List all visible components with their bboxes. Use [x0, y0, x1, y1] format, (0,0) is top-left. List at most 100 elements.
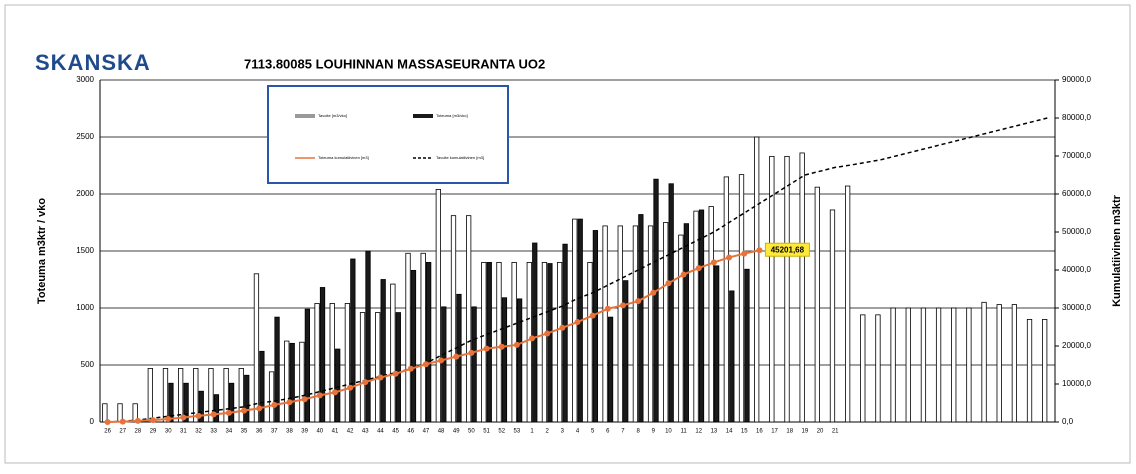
- bar: [996, 304, 1002, 423]
- bar: [228, 382, 235, 423]
- frame: [4, 4, 1131, 464]
- x-tick-label: 13: [711, 429, 718, 435]
- line-marker: [680, 271, 687, 278]
- line-marker: [180, 414, 187, 421]
- line-marker: [119, 418, 126, 425]
- y-tick-label: 1500: [76, 246, 94, 255]
- bar: [299, 341, 305, 423]
- bar: [259, 350, 265, 423]
- bar: [860, 314, 866, 423]
- line-marker: [483, 345, 490, 352]
- bar: [668, 183, 674, 423]
- y2-tick-label: 30000,0: [1062, 303, 1091, 312]
- line-marker: [438, 357, 445, 364]
- line-marker: [104, 419, 111, 425]
- line-marker: [468, 349, 475, 356]
- bar: [410, 269, 417, 423]
- bar: [845, 185, 851, 423]
- x-tick-label: 32: [195, 429, 202, 435]
- bar: [556, 261, 563, 423]
- bar: [602, 225, 608, 423]
- bar: [335, 348, 341, 423]
- y2-tick-label: 0,0: [1062, 417, 1074, 426]
- data-label-box: [764, 242, 810, 257]
- target-cumulative-line: [107, 117, 1048, 423]
- bar: [253, 273, 260, 423]
- x-tick-label: 12: [695, 429, 702, 435]
- line-marker: [195, 412, 202, 419]
- bar: [274, 316, 280, 423]
- bar: [244, 374, 250, 423]
- bar: [1011, 304, 1018, 423]
- y2-tick-label: 50000,0: [1062, 227, 1091, 236]
- line-marker: [241, 407, 248, 414]
- bar: [541, 261, 548, 423]
- line-marker: [529, 335, 536, 342]
- bar: [663, 222, 669, 423]
- x-tick-label: 4: [576, 429, 580, 435]
- bar: [223, 368, 229, 423]
- bar: [905, 307, 911, 423]
- line-marker: [301, 396, 308, 403]
- bar: [592, 230, 599, 423]
- bar: [268, 371, 275, 423]
- bar: [178, 368, 184, 423]
- bar: [920, 307, 927, 423]
- legend-label: Toteuma kumulatiivinen [m3]: [318, 155, 369, 160]
- x-tick-label: 7: [621, 429, 625, 435]
- line-marker: [710, 259, 717, 266]
- line-marker: [377, 374, 384, 381]
- x-tick-label: 33: [210, 429, 217, 435]
- bar: [784, 155, 790, 423]
- bar: [501, 297, 508, 423]
- bar: [314, 303, 320, 423]
- bar: [1026, 318, 1033, 423]
- bar: [693, 210, 699, 423]
- y-tick-label: 2500: [76, 132, 94, 141]
- bar: [738, 174, 745, 423]
- x-tick-label: 40: [316, 429, 323, 435]
- x-tick-label: 9: [652, 429, 656, 435]
- x-tick-label: 53: [514, 429, 521, 435]
- x-tick-label: 1: [530, 429, 534, 435]
- x-tick-label: 39: [301, 429, 308, 435]
- x-tick-label: 28: [135, 429, 142, 435]
- bar: [516, 298, 523, 423]
- bar: [435, 189, 441, 423]
- line-marker: [574, 319, 581, 326]
- line-marker: [453, 353, 460, 360]
- x-tick-label: 42: [347, 429, 354, 435]
- line-marker: [635, 298, 642, 305]
- line-marker: [392, 370, 399, 377]
- x-tick-label: 34: [226, 429, 233, 435]
- bar: [168, 382, 174, 423]
- line-marker: [362, 379, 369, 386]
- bar: [723, 176, 729, 423]
- bar: [653, 178, 659, 423]
- bar: [966, 307, 972, 423]
- line-marker: [165, 415, 172, 422]
- x-tick-label: 11: [680, 429, 687, 435]
- line-marker: [150, 417, 157, 424]
- bar: [486, 261, 492, 423]
- bar: [405, 252, 411, 423]
- bar: [350, 258, 356, 423]
- bar: [213, 394, 220, 423]
- bar: [471, 306, 477, 423]
- bar: [319, 287, 326, 423]
- bar: [466, 215, 472, 423]
- x-tick-label: 41: [332, 429, 339, 435]
- y2-tick-label: 40000,0: [1062, 265, 1091, 274]
- line-marker: [619, 302, 626, 309]
- bar: [496, 261, 502, 423]
- y-tick-label: 3000: [76, 75, 94, 84]
- bar: [729, 290, 735, 423]
- bar: [420, 252, 426, 423]
- x-tick-label: 37: [271, 429, 278, 435]
- x-tick-label: 35: [241, 429, 248, 435]
- x-tick-label: 38: [286, 429, 293, 435]
- bar: [562, 243, 568, 423]
- x-tick-label: 44: [377, 429, 384, 435]
